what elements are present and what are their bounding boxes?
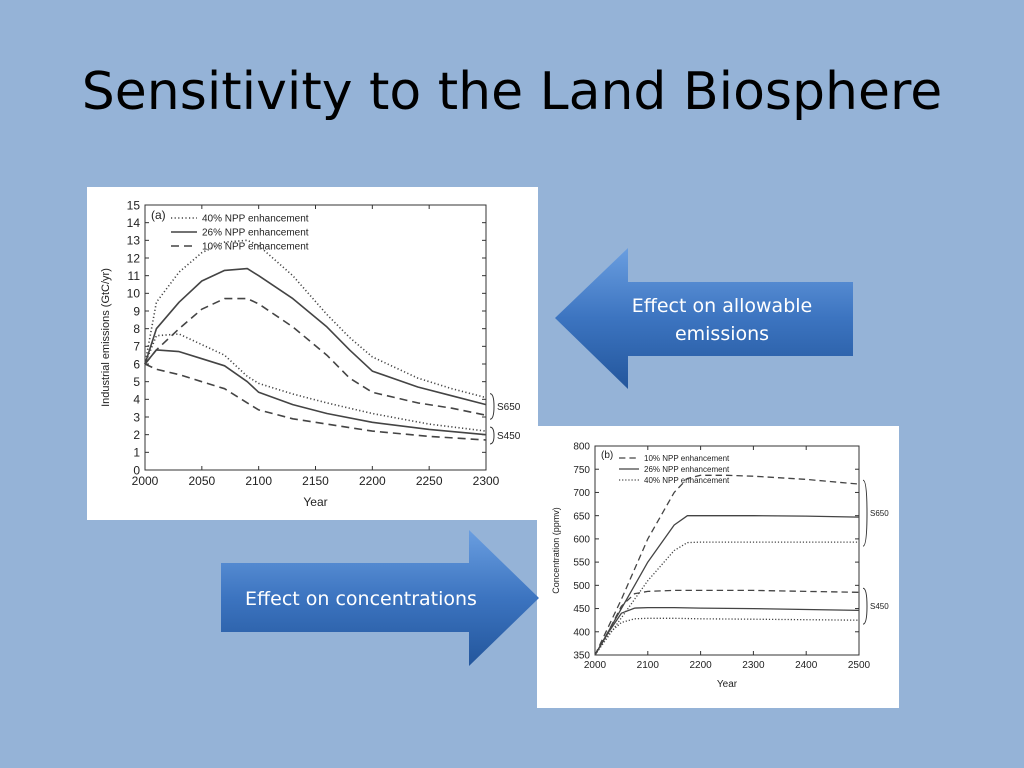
emissions-chart-panel: 0 1 2 3 4 5 6 7 8 9 10 11 12 13 14 15 2000 2050 2100 2150 22… bbox=[87, 187, 538, 520]
series-line bbox=[594, 515, 860, 656]
legend-label: 40% NPP enhancement bbox=[644, 476, 730, 485]
y-tick-label: 1 bbox=[133, 446, 140, 460]
series-line bbox=[144, 297, 487, 416]
y-tick-label: 15 bbox=[127, 198, 141, 212]
y-tick-label: 700 bbox=[573, 488, 590, 499]
x-tick-label: 2300 bbox=[742, 660, 765, 671]
y-tick-label: 550 bbox=[573, 558, 590, 569]
x-tick-label: 2150 bbox=[302, 474, 329, 488]
slide-title: Sensitivity to the Land Biosphere bbox=[81, 62, 943, 122]
group-bracket bbox=[862, 479, 868, 547]
group-label: S450 bbox=[870, 602, 889, 611]
x-axis-label: Year bbox=[717, 679, 738, 690]
group-bracket bbox=[489, 426, 495, 445]
series-line bbox=[144, 267, 487, 406]
group-label: S450 bbox=[497, 431, 521, 442]
y-tick-label: 500 bbox=[573, 581, 590, 592]
y-tick-label: 350 bbox=[573, 651, 590, 662]
y-tick-label: 4 bbox=[133, 393, 140, 407]
y-tick-label: 600 bbox=[573, 534, 590, 545]
y-tick-label: 800 bbox=[573, 442, 590, 453]
series-line bbox=[144, 349, 487, 436]
legend-label: 40% NPP enhancement bbox=[202, 214, 309, 225]
y-tick-label: 10 bbox=[127, 287, 141, 301]
y-tick-label: 6 bbox=[133, 357, 140, 371]
x-axis-label: Year bbox=[303, 495, 327, 509]
y-axis-label: Industrial emissions (GtC/yr) bbox=[100, 268, 112, 407]
x-tick-label: 2100 bbox=[637, 660, 660, 671]
legend-label: 26% NPP enhancement bbox=[202, 228, 309, 239]
x-tick-label: 2400 bbox=[795, 660, 818, 671]
arrow-label-emissions: Effect on allowable emissions bbox=[631, 295, 813, 345]
y-tick-label: 13 bbox=[127, 234, 141, 248]
y-tick-label: 0 bbox=[133, 463, 140, 477]
series-line bbox=[594, 541, 859, 656]
x-tick-label: 2100 bbox=[245, 474, 272, 488]
right-arrow-shape bbox=[221, 530, 539, 666]
x-tick-label: 2300 bbox=[473, 474, 500, 488]
y-tick-label: 750 bbox=[573, 465, 590, 476]
legend-label: 10% NPP enhancement bbox=[202, 242, 309, 253]
y-tick-label: 5 bbox=[133, 375, 140, 389]
panel-label: (a) bbox=[151, 208, 166, 222]
legend-label: 10% NPP enhancement bbox=[644, 454, 730, 463]
legend-label: 26% NPP enhancement bbox=[644, 465, 730, 474]
y-tick-label: 12 bbox=[127, 251, 141, 265]
y-tick-label: 650 bbox=[573, 511, 590, 522]
x-tick-label: 2500 bbox=[848, 660, 871, 671]
series-line bbox=[594, 474, 860, 656]
group-bracket bbox=[489, 393, 495, 420]
x-tick-label: 2200 bbox=[689, 660, 712, 671]
concentration-chart: 350 400 450 500 550 600 650 700 750 800 2000 2100 22… bbox=[551, 442, 889, 690]
series-line bbox=[144, 363, 487, 441]
y-axis-label: Concentration (ppmv) bbox=[551, 507, 561, 594]
y-tick-label: 9 bbox=[133, 304, 140, 318]
x-tick-label: 2000 bbox=[584, 660, 607, 671]
series-line bbox=[144, 239, 487, 399]
series-line bbox=[594, 589, 860, 656]
y-tick-label: 2 bbox=[133, 428, 140, 442]
panel-label: (b) bbox=[601, 450, 613, 461]
x-tick-label: 2000 bbox=[132, 474, 159, 488]
y-tick-label: 7 bbox=[133, 340, 140, 354]
y-tick-label: 3 bbox=[133, 410, 140, 424]
y-tick-label: 14 bbox=[127, 216, 141, 230]
group-label: S650 bbox=[497, 402, 521, 413]
x-tick-label: 2050 bbox=[188, 474, 215, 488]
group-bracket bbox=[862, 587, 868, 625]
y-tick-label: 11 bbox=[128, 269, 141, 283]
series-line bbox=[144, 333, 487, 432]
x-tick-label: 2250 bbox=[416, 474, 443, 488]
group-label: S650 bbox=[870, 509, 889, 518]
arrow-label-concentrations: Effect on concentrations bbox=[245, 588, 477, 610]
concentration-chart-panel: 350 400 450 500 550 600 650 700 750 800 2000 2100 22… bbox=[537, 426, 899, 708]
x-tick-label: 2200 bbox=[359, 474, 386, 488]
y-tick-label: 400 bbox=[573, 627, 590, 638]
y-tick-label: 450 bbox=[573, 604, 590, 615]
y-tick-label: 8 bbox=[133, 322, 140, 336]
plot-frame bbox=[594, 445, 860, 656]
series-line bbox=[594, 617, 860, 656]
series-line bbox=[594, 606, 860, 656]
left-arrow-shape bbox=[555, 248, 853, 389]
